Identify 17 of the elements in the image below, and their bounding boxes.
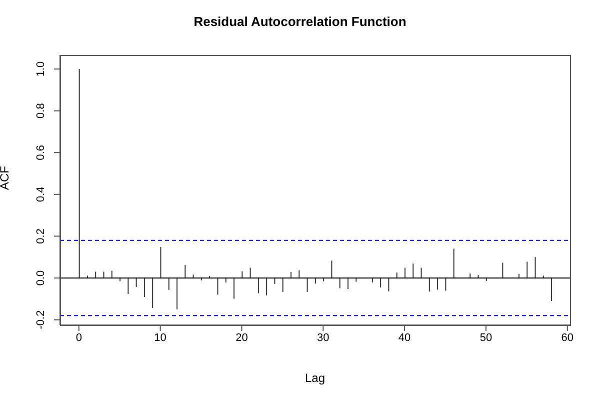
chart-title: Residual Autocorrelation Function (192, 14, 408, 29)
y-tick-label: 0.0 (35, 270, 47, 286)
x-tick-label: 10 (154, 332, 166, 344)
x-tick-label: 20 (236, 332, 248, 344)
x-tick-label: 60 (561, 332, 574, 344)
y-tick-label: 0.2 (35, 228, 47, 244)
x-tick-label: 0 (76, 332, 82, 344)
y-tick-label: -0.2 (35, 310, 47, 330)
x-tick-label: 50 (480, 332, 492, 344)
x-axis-title: Lag (304, 371, 326, 385)
y-tick-label: 0.8 (35, 103, 47, 118)
x-tick-label: 40 (398, 332, 411, 344)
y-tick-label: 0.6 (35, 144, 47, 160)
y-axis-title: ACF (0, 166, 12, 190)
x-tick-label: 30 (317, 332, 330, 344)
y-tick-label: 1.0 (35, 61, 47, 77)
y-tick-label: 0.4 (35, 186, 47, 202)
